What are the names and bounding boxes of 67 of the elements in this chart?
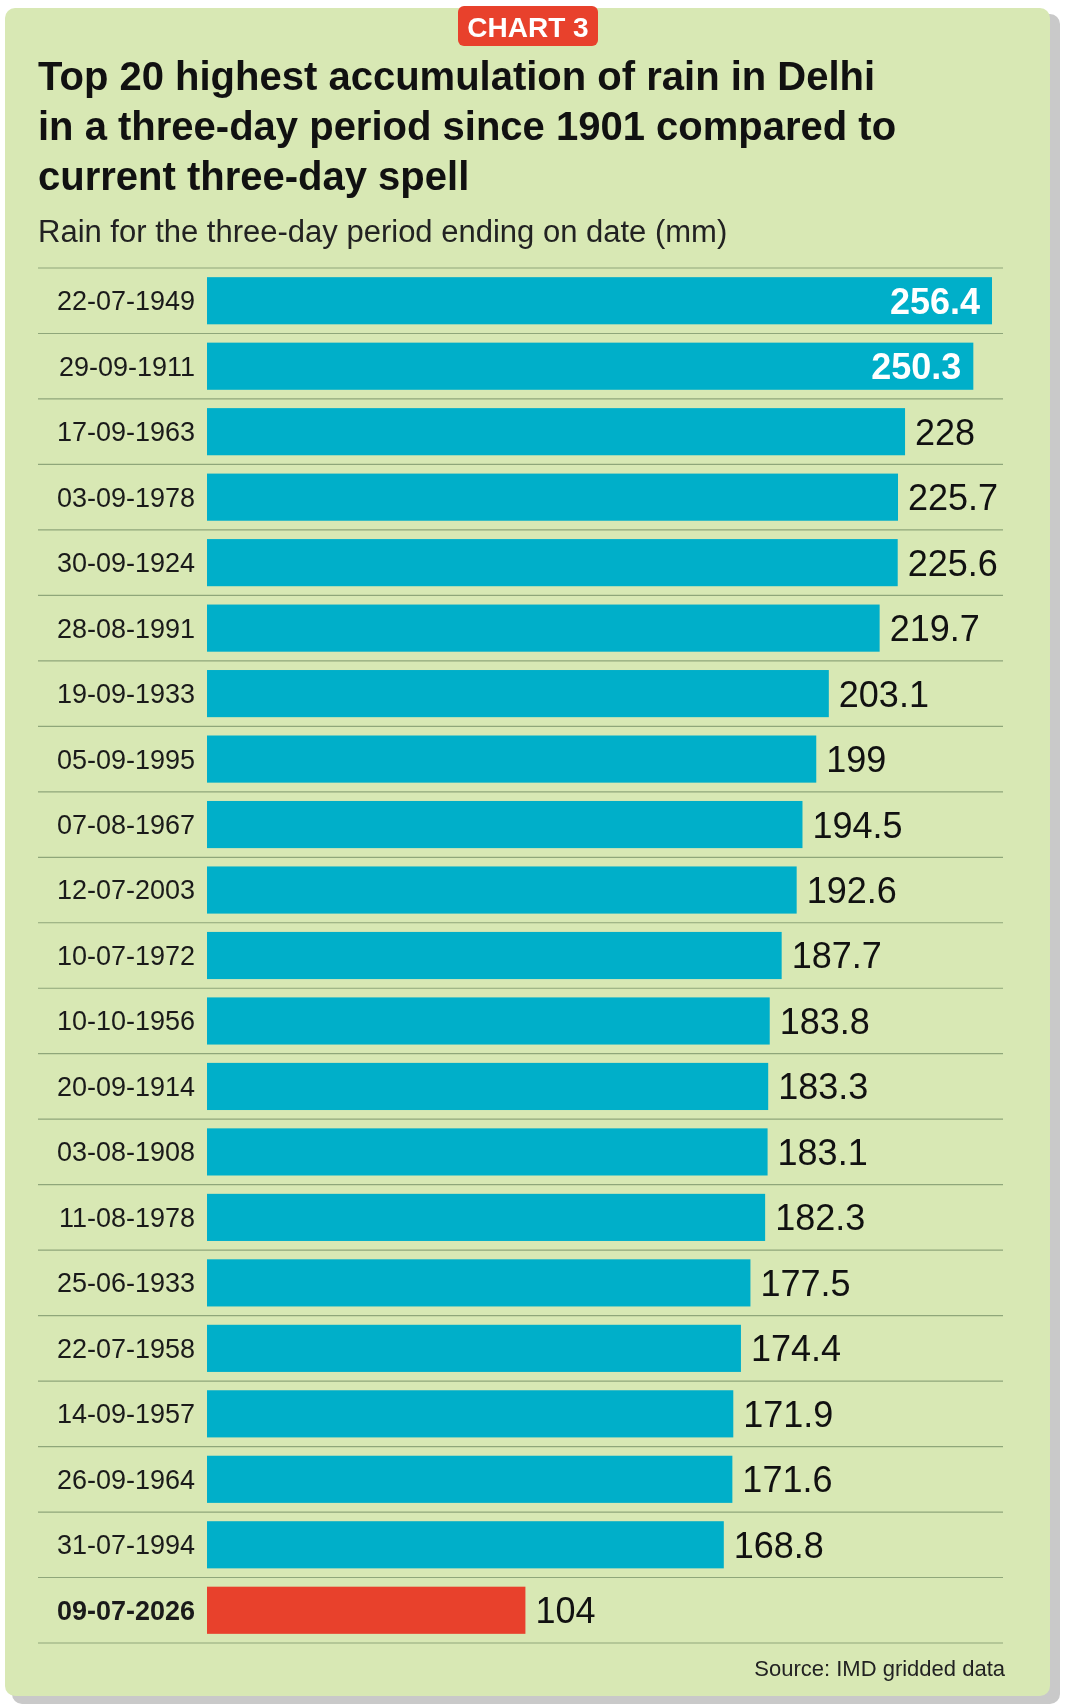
caption: CHART 3: [467, 12, 589, 44]
data-label: 183.3: [778, 1066, 869, 1108]
bar: [207, 342, 974, 390]
y-tick-label: 17-09-1963: [56, 417, 195, 448]
y-tick-label: 26-09-1964: [56, 1464, 195, 1495]
bar: [207, 604, 880, 652]
bar: [207, 997, 770, 1045]
data-label: 199: [826, 739, 887, 781]
y-tick-label: 11-08-1978: [58, 1202, 195, 1233]
bar: [207, 539, 898, 587]
data-label: 104: [535, 1590, 596, 1632]
bar: [207, 1586, 526, 1634]
data-label: 225.6: [907, 542, 998, 584]
bar: [207, 1062, 769, 1111]
y-tick-label: 14-09-1957: [56, 1399, 195, 1430]
y-tick-label: 10-10-1956: [56, 1006, 195, 1037]
bar: [207, 1455, 733, 1503]
bar: [207, 1390, 734, 1438]
data-label: 256.4: [889, 280, 980, 322]
y-tick-label: 03-09-1978: [56, 482, 195, 513]
y-tick-label: 20-09-1914: [56, 1071, 195, 1102]
y-tick-label: 25-06-1933: [56, 1268, 195, 1299]
data-label: 168.8: [733, 1524, 824, 1566]
data-label: 187.7: [791, 935, 882, 977]
data-label: 250.3: [871, 346, 962, 388]
chart-subtitle: Rain for the three-day period ending on date (mm): [38, 214, 728, 249]
y-tick-label: 30-09-1924: [56, 548, 195, 579]
data-label: 171.6: [742, 1459, 833, 1501]
y-tick-label: 19-09-1933: [56, 679, 195, 710]
chart-title: Top 20 highest accumulation of rain in Delhi in a three-day period since 1901 compared to current three-day spell: [38, 54, 897, 198]
y-tick-label: 03-08-1908: [56, 1137, 195, 1168]
bar: [207, 408, 906, 456]
bar: [207, 277, 992, 325]
data-label: 203.1: [838, 673, 929, 715]
data-label: 228: [915, 411, 976, 453]
data-label: 171.9: [743, 1393, 834, 1435]
y-tick-label: 12-07-2003: [56, 875, 195, 906]
data-label: 194.5: [812, 804, 903, 846]
bar: [207, 931, 782, 980]
bar: [207, 1193, 766, 1241]
y-tick-label: 31-07-1994: [56, 1530, 195, 1561]
data-label: 177.5: [760, 1262, 851, 1304]
bar: [207, 670, 829, 718]
y-tick-label: 22-07-1949: [56, 286, 195, 317]
bar: [207, 1324, 741, 1372]
bar: [207, 473, 899, 521]
data-label: 182.3: [775, 1197, 866, 1239]
y-tick-label: 07-08-1967: [56, 810, 195, 840]
bar: [207, 800, 803, 849]
bar: [207, 1128, 768, 1176]
bar: [207, 1521, 724, 1569]
data-label: 183.8: [779, 1000, 870, 1042]
y-tick-label: 29-09-1911: [58, 351, 195, 382]
bar: [207, 866, 797, 914]
data-label: 174.4: [750, 1328, 842, 1370]
data-label: 219.7: [889, 608, 980, 650]
source-note: Source: IMD gridded data: [754, 1656, 1006, 1681]
y-tick-label: 28-08-1991: [56, 613, 195, 644]
data-label: 183.1: [777, 1131, 868, 1173]
y-tick-label: 10-07-1972: [56, 940, 195, 971]
bar: [207, 735, 817, 783]
y-tick-label: 05-09-1995: [56, 744, 195, 775]
data-label: 225.7: [908, 477, 999, 519]
data-label: 192.6: [806, 869, 897, 911]
y-tick-label: 22-07-1958: [56, 1333, 195, 1364]
bar: [207, 1259, 751, 1307]
y-tick-label: 09-07-2026: [56, 1595, 195, 1626]
